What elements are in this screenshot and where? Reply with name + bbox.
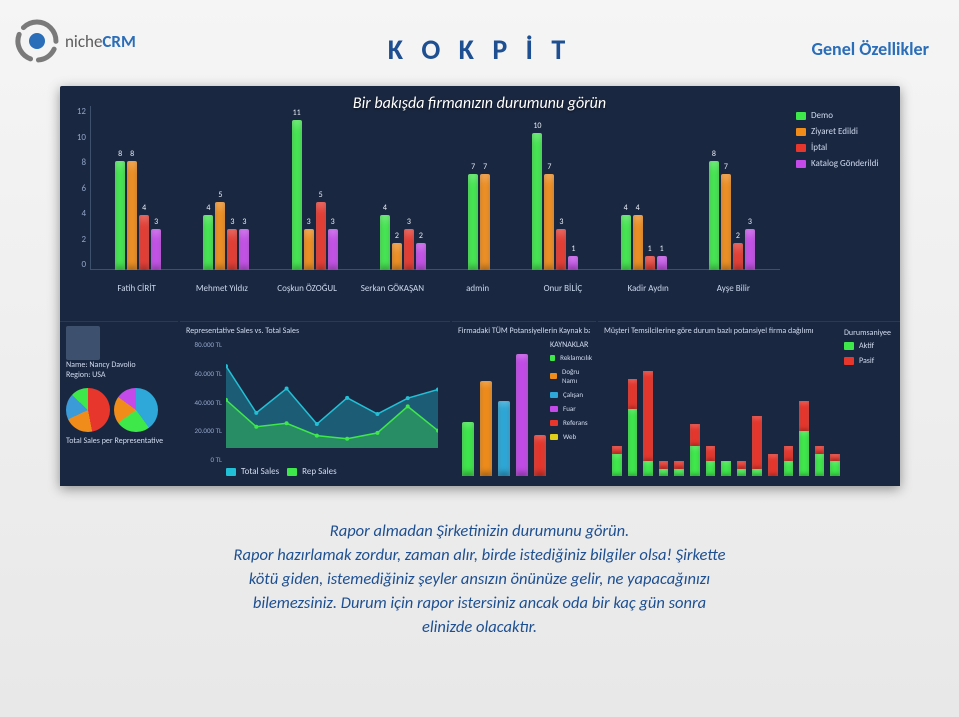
brand-logo: nicheCRM xyxy=(14,18,136,64)
avatar-icon xyxy=(66,326,100,360)
dashboard-screenshot: 121086420 884345331135342327710731441187… xyxy=(60,86,900,486)
description-text: Rapor almadan Şirketinizin durumunu görü… xyxy=(90,520,869,640)
grouped-bar-chart: 121086420 884345331135342327710731441187… xyxy=(60,106,790,306)
top-chart-legend: DemoZiyaret EdildiİptalKatalog Gönderild… xyxy=(796,110,890,174)
sales-line-chart-panel: Representative Sales vs. Total Sales 80.… xyxy=(180,321,450,486)
tagline: Bir bakışda firmanızın durumunu görün xyxy=(353,94,606,113)
status-distribution-panel: Müşteri Temsilcilerine göre durum bazlı … xyxy=(598,321,900,486)
brand-text: nicheCRM xyxy=(65,31,136,52)
rep-profile-panel: Name: Nancy Davolio Region: USA Total Sa… xyxy=(60,321,178,486)
page-section: Genel Özellikler xyxy=(812,38,930,60)
source-analysis-panel: Firmadaki TÜM Potansiyellerin Kaynak baz… xyxy=(452,321,596,486)
page-title: K O K P İ T xyxy=(388,32,571,67)
logo-swirl-icon xyxy=(14,18,60,64)
bottom-panels: Name: Nancy Davolio Region: USA Total Sa… xyxy=(60,321,900,486)
